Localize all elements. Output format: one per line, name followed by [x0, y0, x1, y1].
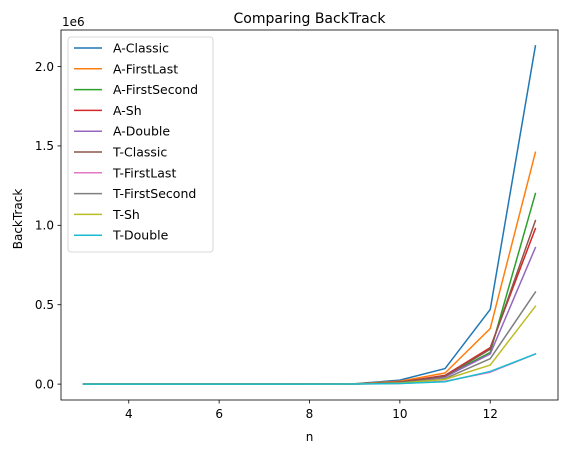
x-tick-label: 8: [306, 407, 314, 421]
legend-box: [67, 36, 214, 253]
chart-title: Comparing BackTrack: [234, 11, 387, 27]
y-tick-label: 1.5: [35, 139, 54, 153]
legend-label: A-FirstLast: [113, 61, 178, 76]
series-line-t-double: [82, 352, 537, 385]
y-axis-label: BackTrack: [11, 189, 25, 250]
legend-label: T-FirstSecond: [112, 186, 196, 201]
legend-label: A-Sh: [113, 103, 142, 118]
x-tick-label: 6: [215, 407, 223, 421]
x-axis-label: n: [306, 430, 314, 444]
y-tick-label: 1.0: [35, 219, 54, 233]
x-tick-label: 4: [125, 407, 133, 421]
legend-label: A-Classic: [113, 41, 169, 56]
x-tick-label: 12: [483, 407, 498, 421]
legend-label: T-FirstLast: [112, 165, 176, 180]
legend-label: A-Double: [113, 124, 170, 139]
legend-label: T-Sh: [112, 207, 140, 222]
y-tick-label: 0.5: [35, 298, 54, 312]
plot-area: 4 6 8 10 12 0.0 0.5 1.0 1.5 2.0 A-Classic A-FirstLa…: [35, 29, 559, 421]
y-tick-label: 2.0: [35, 60, 54, 74]
legend-label: T-Double: [112, 228, 169, 243]
legend: A-Classic A-FirstLast A-FirstSecond A-Sh A-D…: [67, 36, 214, 253]
y-axis-offset-label: 1e6: [62, 15, 85, 29]
legend-label: A-FirstSecond: [113, 82, 198, 97]
x-tick-label: 10: [392, 407, 407, 421]
legend-label: T-Classic: [112, 145, 167, 160]
y-tick-label: 0.0: [35, 377, 54, 391]
